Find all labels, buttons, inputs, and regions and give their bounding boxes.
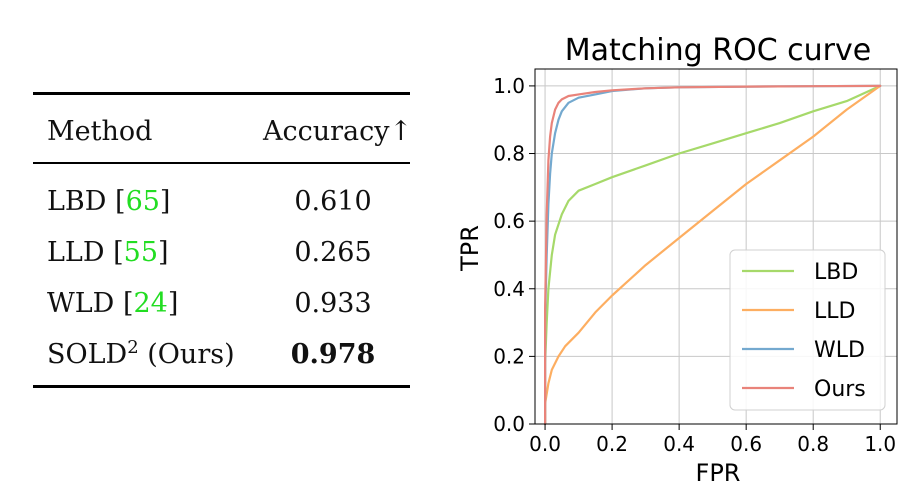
- citation-link[interactable]: 55: [123, 237, 159, 268]
- series-line-ours: [543, 84, 882, 426]
- y-axis-label: TPR: [456, 225, 484, 272]
- legend-label: LBD: [814, 260, 858, 285]
- row-method: LBD [65]: [47, 186, 171, 217]
- header-accuracy: Accuracy↑: [263, 116, 413, 147]
- row-accuracy-best: 0.978: [290, 339, 376, 370]
- row-accuracy: 0.610: [294, 186, 372, 217]
- legend-label: LLD: [814, 299, 855, 324]
- row-method: LLD [55]: [47, 237, 169, 268]
- row-accuracy: 0.933: [294, 288, 372, 319]
- citation-link[interactable]: 24: [133, 288, 168, 319]
- x-tick-label: 0.4: [663, 432, 695, 456]
- header-method: Method: [47, 116, 153, 147]
- plot-frame: [534, 68, 898, 425]
- row-method: WLD [24]: [47, 288, 179, 319]
- row-accuracy: 0.265: [294, 237, 372, 268]
- series-line-lbd: [543, 84, 882, 426]
- citation-link[interactable]: 65: [125, 186, 160, 217]
- y-tick-label: 0.8: [493, 142, 525, 166]
- row-method-ours: SOLD2 (Ours): [47, 337, 235, 370]
- legend-box: [729, 249, 886, 411]
- y-tick-label: 0.0: [493, 412, 525, 436]
- y-tick-label: 0.2: [493, 344, 525, 368]
- table-top-rule: [33, 92, 410, 95]
- x-tick-label: 0.6: [730, 432, 762, 456]
- y-tick-label: 1.0: [493, 74, 525, 98]
- y-tick-label: 0.4: [493, 277, 525, 301]
- chart-title: Matching ROC curve: [565, 33, 871, 68]
- x-tick-label: 1.0: [864, 432, 896, 456]
- series-line-lld: [543, 84, 882, 426]
- x-tick-label: 0.2: [596, 432, 628, 456]
- table-mid-rule: [33, 162, 410, 164]
- y-tick-label: 0.6: [493, 209, 525, 233]
- legend-label: WLD: [814, 338, 865, 363]
- legend-label: Ours: [814, 377, 866, 402]
- x-axis-label: FPR: [696, 459, 741, 487]
- x-tick-label: 0.8: [797, 432, 829, 456]
- table-bottom-rule: [33, 385, 410, 388]
- x-tick-label: 0.0: [529, 432, 561, 456]
